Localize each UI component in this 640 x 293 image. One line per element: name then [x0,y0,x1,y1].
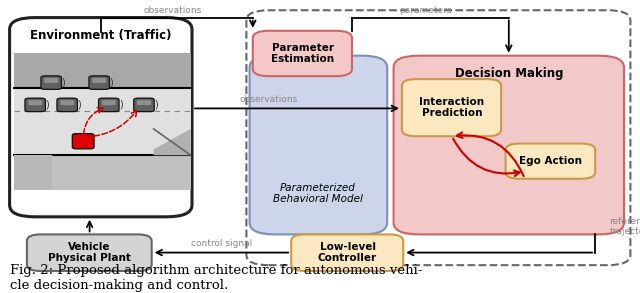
FancyBboxPatch shape [25,98,45,112]
FancyBboxPatch shape [291,234,403,271]
Text: ): ) [109,78,113,88]
Text: control signal: control signal [191,239,252,248]
FancyBboxPatch shape [250,56,387,234]
Text: ): ) [61,78,65,88]
Text: reference
trajectories: reference trajectories [609,217,640,236]
Text: Fig. 2: Proposed algorithm architecture for autonomous vehi-
cle decision-making: Fig. 2: Proposed algorithm architecture … [10,263,422,292]
Text: Ego Action: Ego Action [519,156,582,166]
FancyBboxPatch shape [253,31,352,76]
Bar [14,53,191,190]
FancyBboxPatch shape [394,56,624,234]
Text: observations: observations [143,6,202,15]
FancyBboxPatch shape [27,234,152,271]
Bar [14,155,52,190]
FancyBboxPatch shape [92,78,106,83]
FancyBboxPatch shape [41,76,61,89]
FancyBboxPatch shape [28,100,42,105]
Text: Environment (Traffic): Environment (Traffic) [30,29,172,42]
FancyBboxPatch shape [506,144,595,179]
Text: Decision Making: Decision Making [454,67,563,80]
Text: ): ) [119,100,123,110]
FancyBboxPatch shape [89,76,109,89]
FancyBboxPatch shape [102,100,116,105]
Text: Parameterized
Behavioral Model: Parameterized Behavioral Model [273,183,363,204]
FancyBboxPatch shape [99,98,119,112]
FancyBboxPatch shape [134,98,154,112]
Bar [14,155,191,190]
Text: Low-level
Controller: Low-level Controller [318,242,377,263]
FancyBboxPatch shape [60,100,74,105]
Polygon shape [154,129,191,155]
Bar [14,53,191,88]
FancyBboxPatch shape [57,98,77,112]
Text: ): ) [77,100,81,110]
FancyBboxPatch shape [10,18,192,217]
Text: ): ) [45,100,49,110]
FancyBboxPatch shape [72,134,94,149]
Text: parameters: parameters [399,6,452,15]
Text: Interaction
Prediction: Interaction Prediction [419,97,484,118]
Text: observations: observations [239,95,298,104]
FancyBboxPatch shape [44,78,58,83]
Text: ): ) [154,100,158,110]
Text: Parameter
Estimation: Parameter Estimation [271,42,334,64]
Text: Vehicle
Physical Plant: Vehicle Physical Plant [48,242,131,263]
Bar [14,88,191,155]
FancyBboxPatch shape [137,100,151,105]
FancyBboxPatch shape [402,79,501,136]
